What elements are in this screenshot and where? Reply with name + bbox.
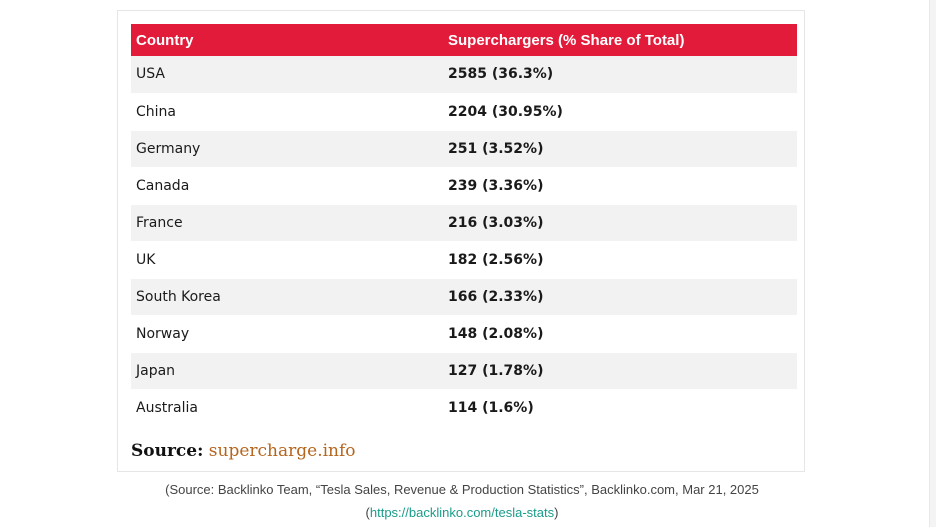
caption: (Source: Backlinko Team, “Tesla Sales, R… [0,478,924,524]
table-row: Japan 127 (1.78%) [131,352,797,390]
table-row: Canada 239 (3.36%) [131,167,797,205]
table-header-row: Country Superchargers (% Share of Total) [131,24,797,56]
value-cell: 2585 (36.3%) [443,56,797,94]
table-card: Country Superchargers (% Share of Total)… [117,10,805,472]
caption-url-line: (https://backlinko.com/tesla-stats) [0,501,924,524]
source-line: Source: supercharge.info [131,441,356,461]
table-row: Germany 251 (3.52%) [131,130,797,168]
source-link[interactable]: supercharge.info [208,441,356,461]
country-cell: Germany [131,130,443,168]
country-cell: South Korea [131,278,443,316]
country-cell: USA [131,56,443,94]
supercharger-table: Country Superchargers (% Share of Total)… [131,24,797,427]
caption-close-paren: ) [554,505,559,520]
table-row: China 2204 (30.95%) [131,93,797,131]
country-cell: Japan [131,352,443,390]
country-cell: China [131,93,443,131]
source-label: Source: [131,441,204,461]
caption-url-link[interactable]: https://backlinko.com/tesla-stats [369,505,555,520]
country-cell: Canada [131,167,443,205]
table-row: UK 182 (2.56%) [131,241,797,279]
country-cell: Australia [131,389,443,427]
value-cell: 2204 (30.95%) [443,93,797,131]
scrollbar[interactable] [929,0,936,527]
value-cell: 239 (3.36%) [443,167,797,205]
table-row: South Korea 166 (2.33%) [131,278,797,316]
value-cell: 114 (1.6%) [443,389,797,427]
caption-citation: (Source: Backlinko Team, “Tesla Sales, R… [165,482,759,497]
table-row: USA 2585 (36.3%) [131,56,797,94]
value-cell: 216 (3.03%) [443,204,797,242]
value-cell: 251 (3.52%) [443,130,797,168]
table-row: Norway 148 (2.08%) [131,315,797,353]
value-cell: 148 (2.08%) [443,315,797,353]
header-country: Country [131,24,443,56]
value-cell: 127 (1.78%) [443,352,797,390]
country-cell: Norway [131,315,443,353]
caption-open-paren: ( [365,505,370,520]
table-row: France 216 (3.03%) [131,204,797,242]
value-cell: 166 (2.33%) [443,278,797,316]
header-superchargers: Superchargers (% Share of Total) [443,24,797,56]
country-cell: France [131,204,443,242]
table-row: Australia 114 (1.6%) [131,389,797,427]
value-cell: 182 (2.56%) [443,241,797,279]
country-cell: UK [131,241,443,279]
